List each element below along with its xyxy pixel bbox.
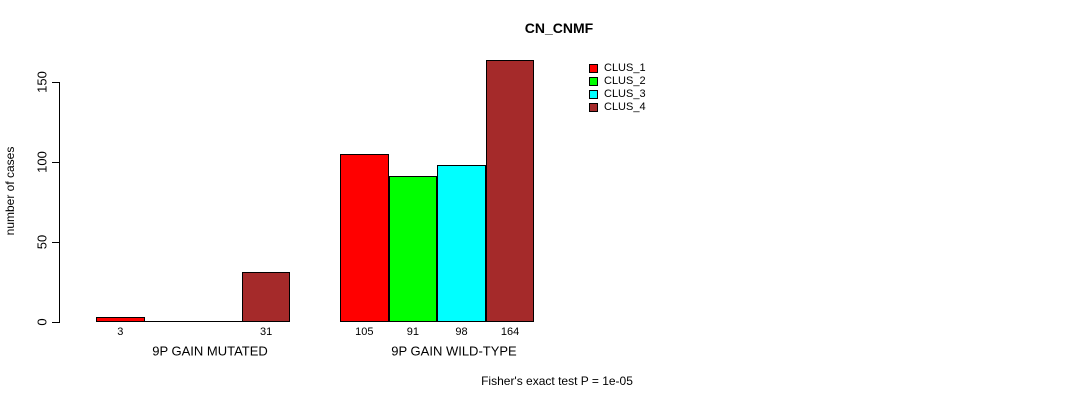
- bar-value-label-clus_4-group-2: 164: [500, 326, 520, 338]
- legend-swatch-icon: [589, 76, 598, 86]
- bar-clus_1-group-1: [96, 317, 145, 322]
- y-tick-mark-50: [52, 242, 59, 243]
- bar-value-label-clus_1-group-2: 105: [355, 326, 374, 338]
- y-axis-label: number of cases: [3, 146, 17, 236]
- y-tick-label-100: 100: [34, 151, 50, 173]
- bar-value-label-clus_1-group-1: 3: [117, 326, 124, 338]
- footnote-text: Fisher's exact test P = 1e-05: [481, 374, 633, 388]
- legend-label: CLUS_2: [604, 75, 646, 87]
- legend-item-clus_4: CLUS_4: [589, 101, 646, 113]
- legend-swatch-icon: [589, 89, 598, 99]
- y-tick-label-50: 50: [34, 234, 50, 250]
- chart-title: CN_CNMF: [524, 20, 594, 36]
- legend-label: CLUS_3: [604, 88, 646, 100]
- bar-value-label-clus_2-group-2: 91: [406, 326, 420, 338]
- legend: CLUS_1 CLUS_2 CLUS_3 CLUS_4: [589, 62, 646, 113]
- y-tick-mark-150: [52, 82, 59, 83]
- bar-clus_3-group-2: [437, 165, 486, 322]
- legend-swatch-icon: [589, 63, 598, 73]
- legend-item-clus_1: CLUS_1: [589, 62, 646, 74]
- bar-clus_2-group-2: [388, 176, 438, 322]
- bar-clus_4-group-1: [241, 272, 291, 322]
- legend-label: CLUS_4: [604, 101, 646, 113]
- bar-clus_4-group-2: [485, 59, 535, 322]
- x-category-label-1: 9P GAIN MUTATED: [152, 343, 268, 359]
- y-tick-label-150: 150: [34, 71, 50, 93]
- legend-label: CLUS_1: [604, 62, 646, 74]
- zero-baseline-group-1: [96, 321, 291, 322]
- y-tick-mark-100: [52, 162, 59, 163]
- bar-value-label-clus_3-group-2: 98: [455, 326, 468, 338]
- legend-item-clus_2: CLUS_2: [589, 75, 646, 87]
- bar-value-label-clus_4-group-1: 31: [259, 326, 273, 338]
- bar-clus_1-group-2: [340, 154, 389, 322]
- legend-swatch-icon: [589, 102, 598, 112]
- x-category-label-2: 9P GAIN WILD-TYPE: [391, 343, 517, 359]
- y-tick-mark-0: [52, 322, 59, 323]
- y-axis-line: [59, 82, 60, 323]
- y-tick-label-0: 0: [34, 318, 50, 326]
- legend-item-clus_3: CLUS_3: [589, 88, 646, 100]
